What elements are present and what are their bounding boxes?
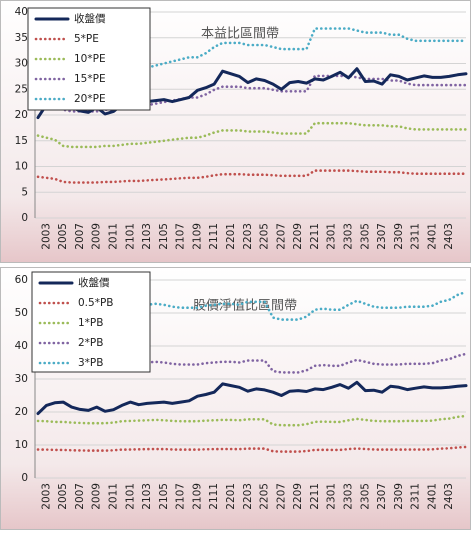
x-tick-label: 2005 bbox=[57, 483, 69, 510]
chart-title: 股價淨值比區間帶 bbox=[193, 298, 297, 314]
y-tick-label: 40 bbox=[15, 6, 28, 18]
series-line bbox=[36, 414, 468, 427]
y-tick-label: 30 bbox=[15, 58, 28, 70]
y-tick-label: 10 bbox=[15, 161, 28, 173]
legend-box bbox=[31, 271, 151, 373]
x-tick-label: 2211 bbox=[309, 483, 321, 510]
y-tick-label: 0 bbox=[21, 472, 28, 484]
series-line bbox=[36, 27, 468, 78]
legend-label: 1*PB bbox=[78, 317, 103, 329]
x-tick-label: 2311 bbox=[410, 483, 422, 510]
x-tick-label: 2307 bbox=[376, 483, 388, 510]
legend-label: 2*PB bbox=[78, 337, 103, 349]
x-tick-label: 2103 bbox=[141, 483, 153, 510]
legend-label: 5*PE bbox=[74, 33, 99, 45]
y-tick-label: 40 bbox=[15, 340, 28, 352]
x-tick-label: 2201 bbox=[225, 483, 237, 510]
x-tick-label: 2011 bbox=[108, 483, 120, 510]
x-tick-label: 2203 bbox=[242, 223, 254, 250]
x-tick-label: 2401 bbox=[426, 223, 438, 250]
y-tick-label: 20 bbox=[15, 406, 28, 418]
x-tick-label: 2309 bbox=[393, 223, 405, 250]
x-tick-label: 2301 bbox=[326, 223, 338, 250]
x-tick-label: 2101 bbox=[124, 483, 136, 510]
series-line bbox=[36, 290, 468, 321]
legend-label: 收盤價 bbox=[78, 276, 110, 289]
legend-label: 20*PE bbox=[74, 93, 106, 105]
x-tick-label: 2403 bbox=[443, 483, 455, 510]
x-tick-label: 2203 bbox=[242, 483, 254, 510]
x-tick-label: 2003 bbox=[40, 223, 52, 250]
x-tick-label: 2309 bbox=[393, 483, 405, 510]
x-tick-label: 2005 bbox=[57, 223, 69, 250]
y-tick-label: 20 bbox=[15, 109, 28, 121]
x-tick-label: 2207 bbox=[275, 223, 287, 250]
x-tick-label: 2101 bbox=[124, 223, 136, 250]
x-tick-label: 2305 bbox=[359, 223, 371, 250]
x-tick-label: 2103 bbox=[141, 223, 153, 250]
x-tick-label: 2305 bbox=[359, 483, 371, 510]
x-tick-label: 2307 bbox=[376, 223, 388, 250]
x-tick-label: 2311 bbox=[410, 223, 422, 250]
x-tick-label: 2109 bbox=[191, 483, 203, 510]
x-tick-label: 2007 bbox=[74, 483, 86, 510]
y-tick-label: 50 bbox=[15, 307, 28, 319]
x-tick-label: 2209 bbox=[292, 223, 304, 250]
series-line bbox=[36, 67, 468, 120]
x-tick-label: 2107 bbox=[175, 223, 187, 250]
y-tick-label: 25 bbox=[15, 83, 28, 95]
legend-box bbox=[27, 7, 151, 111]
y-tick-label: 35 bbox=[15, 32, 28, 44]
series-line bbox=[36, 352, 468, 374]
x-tick-label: 2009 bbox=[91, 223, 103, 250]
x-tick-label: 2007 bbox=[74, 223, 86, 250]
y-tick-label: 10 bbox=[15, 439, 28, 451]
legend-label: 15*PE bbox=[74, 73, 106, 85]
x-tick-label: 2205 bbox=[259, 223, 271, 250]
x-tick-label: 2111 bbox=[208, 223, 220, 250]
x-tick-label: 2009 bbox=[91, 483, 103, 510]
legend-label: 10*PE bbox=[74, 53, 106, 65]
x-tick-label: 2109 bbox=[191, 223, 203, 250]
y-tick-label: 30 bbox=[15, 373, 28, 385]
x-tick-label: 2403 bbox=[443, 223, 455, 250]
x-tick-label: 2209 bbox=[292, 483, 304, 510]
x-tick-label: 2003 bbox=[40, 483, 52, 510]
series-line bbox=[36, 169, 468, 184]
y-tick-label: 5 bbox=[21, 186, 28, 198]
x-tick-label: 2211 bbox=[309, 223, 321, 250]
x-tick-label: 2303 bbox=[343, 483, 355, 510]
y-tick-label: 60 bbox=[15, 274, 28, 286]
x-tick-label: 2107 bbox=[175, 483, 187, 510]
x-tick-label: 2401 bbox=[426, 483, 438, 510]
x-tick-label: 2207 bbox=[275, 483, 287, 510]
x-tick-label: 2301 bbox=[326, 483, 338, 510]
y-tick-label: 15 bbox=[15, 135, 28, 147]
series-line bbox=[36, 380, 468, 416]
legend-label: 收盤價 bbox=[74, 12, 106, 25]
x-tick-label: 2303 bbox=[343, 223, 355, 250]
chart-title: 本益比區間帶 bbox=[201, 27, 279, 42]
legend-label: 3*PB bbox=[78, 357, 103, 369]
legend-label: 0.5*PB bbox=[78, 297, 113, 309]
y-tick-label: 0 bbox=[21, 212, 28, 224]
series-line bbox=[36, 121, 468, 149]
x-tick-label: 2201 bbox=[225, 223, 237, 250]
x-tick-label: 2205 bbox=[259, 483, 271, 510]
x-tick-label: 2105 bbox=[158, 483, 170, 510]
x-tick-label: 2011 bbox=[108, 223, 120, 250]
x-tick-label: 2105 bbox=[158, 223, 170, 250]
x-tick-label: 2111 bbox=[208, 483, 220, 510]
